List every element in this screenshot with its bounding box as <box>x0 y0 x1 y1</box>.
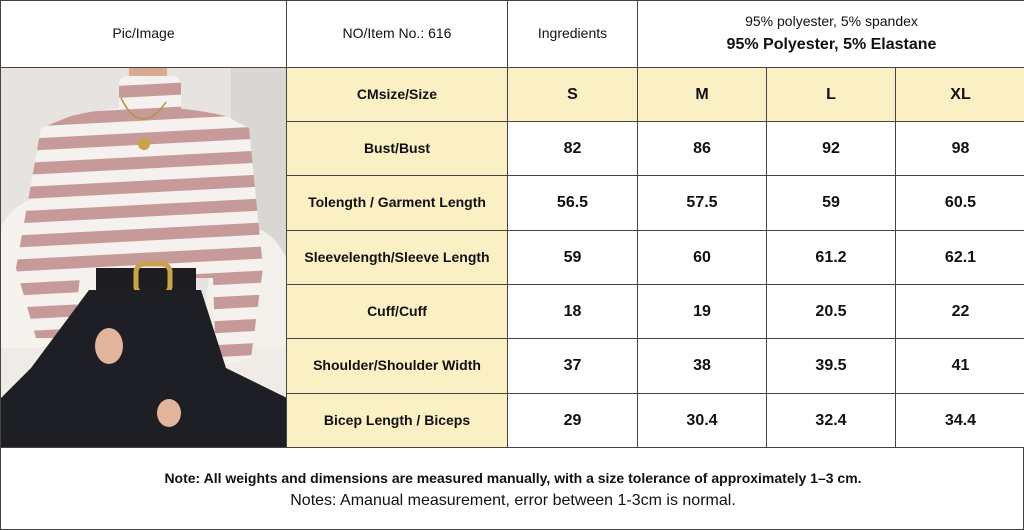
table-cell: 59 <box>767 176 896 231</box>
header-ingredients-label: Ingredients <box>508 1 638 68</box>
table-cell: 92 <box>767 122 896 176</box>
header-ingredients-value: 95% polyester, 5% spandex 95% Polyester,… <box>638 1 1024 68</box>
table-cell: 37 <box>508 339 638 394</box>
row-label-garment-length: Tolength / Garment Length <box>287 176 508 231</box>
size-xl: XL <box>896 68 1024 122</box>
ingredients-line-1: 95% polyester, 5% spandex <box>745 13 918 30</box>
table-cell: 86 <box>638 122 767 176</box>
table-cell: 60 <box>638 231 767 285</box>
note-line-1: Note: All weights and dimensions are mea… <box>164 469 862 486</box>
table-cell: 61.2 <box>767 231 896 285</box>
note-line-2: Notes: Amanual measurement, error betwee… <box>290 491 736 509</box>
table-cell: 41 <box>896 339 1024 394</box>
header-item-number: NO/Item No.: 616 <box>287 1 508 68</box>
table-cell: 22 <box>896 285 1024 339</box>
row-label-shoulder-width: Shoulder/Shoulder Width <box>287 339 508 394</box>
table-cell: 60.5 <box>896 176 1024 231</box>
row-label-cuff: Cuff/Cuff <box>287 285 508 339</box>
table-cell: 20.5 <box>767 285 896 339</box>
size-s: S <box>508 68 638 122</box>
table-cell: 39.5 <box>767 339 896 394</box>
product-photo <box>1 68 287 448</box>
striped-sweater-illustration <box>1 68 286 447</box>
table-cell: 59 <box>508 231 638 285</box>
table-cell: 82 <box>508 122 638 176</box>
row-label-biceps: Bicep Length / Biceps <box>287 394 508 448</box>
row-label-bust: Bust/Bust <box>287 122 508 176</box>
table-cell: 38 <box>638 339 767 394</box>
size-m: M <box>638 68 767 122</box>
size-l: L <box>767 68 896 122</box>
row-label-sleeve-length: Sleevelength/Sleeve Length <box>287 231 508 285</box>
table-cell: 34.4 <box>896 394 1024 448</box>
table-cell: 56.5 <box>508 176 638 231</box>
size-label: CMsize/Size <box>287 68 508 122</box>
table-cell: 32.4 <box>767 394 896 448</box>
notes-section: Note: All weights and dimensions are mea… <box>1 448 1024 530</box>
table-cell: 29 <box>508 394 638 448</box>
table-cell: 62.1 <box>896 231 1024 285</box>
header-pic-label: Pic/Image <box>1 1 287 68</box>
table-cell: 19 <box>638 285 767 339</box>
table-cell: 98 <box>896 122 1024 176</box>
table-cell: 18 <box>508 285 638 339</box>
table-cell: 30.4 <box>638 394 767 448</box>
table-cell: 57.5 <box>638 176 767 231</box>
ingredients-line-2: 95% Polyester, 5% Elastane <box>726 35 937 53</box>
